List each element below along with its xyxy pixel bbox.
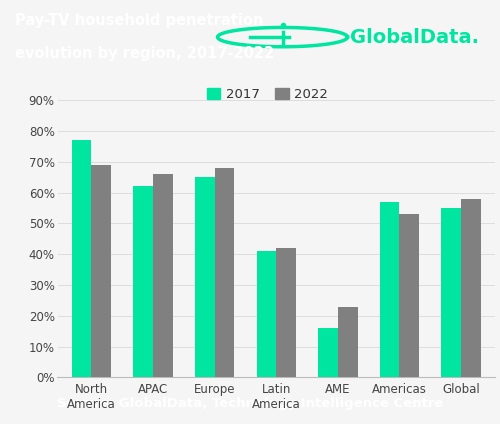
Bar (400, 214, 419, 377)
Bar (72, 140, 92, 377)
Legend: 2017, 2022: 2017, 2022 (207, 89, 328, 101)
Text: Pay-TV household penetration: Pay-TV household penetration (15, 13, 264, 28)
Bar (380, 202, 400, 377)
Text: Source: GlobalData, Technology Intelligence Centre: Source: GlobalData, Technology Intellige… (57, 397, 443, 410)
Bar (318, 328, 338, 377)
Text: GlobalData.: GlobalData. (350, 28, 479, 47)
Bar (134, 187, 153, 377)
Bar (338, 307, 357, 377)
Bar (461, 199, 481, 377)
Bar (256, 251, 276, 377)
Text: evolution by region, 2017-2022: evolution by region, 2017-2022 (15, 46, 274, 61)
Bar (92, 165, 111, 377)
Bar (195, 177, 214, 377)
Bar (442, 208, 461, 377)
Bar (276, 248, 296, 377)
Bar (153, 174, 172, 377)
Bar (214, 168, 234, 377)
